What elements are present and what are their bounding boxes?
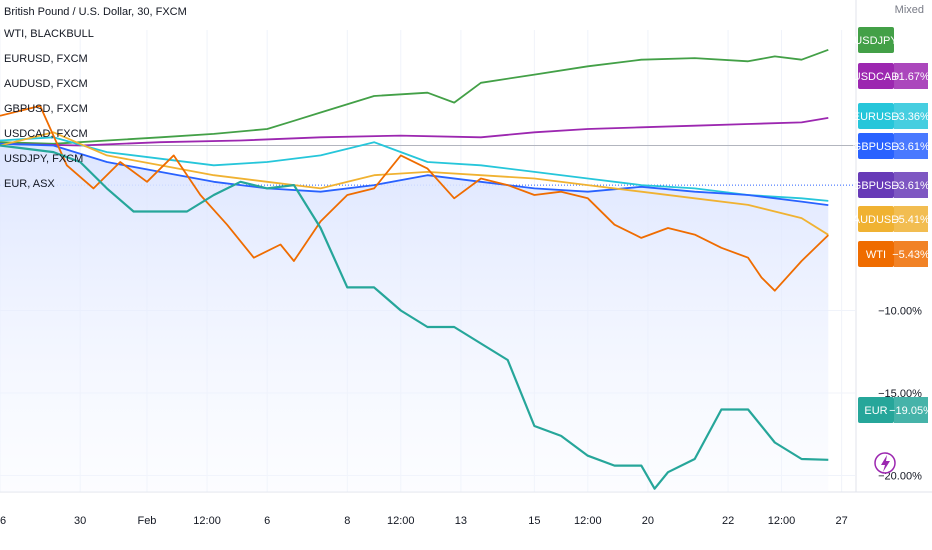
x-tick-label: 15	[528, 515, 540, 527]
x-tick-label: 6	[264, 515, 270, 527]
scale-mode-label[interactable]: Mixed	[894, 4, 924, 16]
svg-text:GBPUSD: GBPUSD	[853, 180, 900, 192]
lightning-icon[interactable]	[874, 452, 896, 474]
series-line-usdjpy	[0, 48, 829, 145]
series-line-eurusd	[0, 136, 829, 202]
badge-wti[interactable]: WTI −5.43%	[858, 241, 930, 267]
legend-item-usdjpy[interactable]: USDJPY, FXCM	[4, 153, 84, 165]
svg-text:EURUSD: EURUSD	[853, 111, 900, 123]
x-tick-label: 13	[455, 515, 467, 527]
legend-item-eur[interactable]: EUR, ASX	[4, 178, 55, 190]
x-tick-label: 12:00	[574, 515, 602, 527]
legend-item-usdcad[interactable]: USDCAD, FXCM	[4, 128, 88, 140]
badge-usdcad[interactable]: USDCAD+1.67%	[853, 63, 930, 89]
svg-text:−19.05%: −19.05%	[889, 405, 932, 417]
svg-text:−5.43%: −5.43%	[892, 249, 930, 261]
legend-item-eurusd[interactable]: EURUSD, FXCM	[4, 53, 88, 65]
series-line-usdcad	[0, 117, 829, 147]
svg-text:USDJPY: USDJPY	[854, 35, 898, 47]
legend-item-gbpusd[interactable]: GBPUSD, FXCM	[4, 103, 88, 115]
badge-gbpusd[interactable]: GBPUSD−3.61%	[853, 172, 930, 198]
x-tick-label: 22	[722, 515, 734, 527]
x-tick-label: 12:00	[387, 515, 415, 527]
svg-text:−3.61%: −3.61%	[892, 141, 930, 153]
series-line-gbpusd	[0, 142, 829, 206]
series-badges: USDJPYUSDCAD+1.67%EURUSD−3.36%GBPUSD−3.6…	[853, 27, 932, 423]
svg-text:EUR: EUR	[864, 405, 887, 417]
svg-text:−3.61%: −3.61%	[892, 180, 930, 192]
x-tick-label: 12:00	[768, 515, 796, 527]
y-tick-label: −10.00%	[878, 306, 922, 318]
chart-title: British Pound / U.S. Dollar, 30, FXCM	[4, 6, 187, 18]
badge-eurusd[interactable]: EURUSD−3.36%	[853, 103, 930, 129]
time-scale[interactable]: 26 30 Feb 12:00 6 8 12:00 13 15 12:00 20 22 12:00 27	[0, 515, 848, 527]
svg-text:−3.36%: −3.36%	[892, 111, 930, 123]
series-legend: WTI, BLACKBULL EURUSD, FXCM AUDUSD, FXCM…	[4, 22, 94, 197]
svg-text:AUDUSD: AUDUSD	[853, 214, 900, 226]
x-tick-label: 30	[74, 515, 86, 527]
svg-text:−5.41%: −5.41%	[892, 214, 930, 226]
badge-eur[interactable]: EUR −19.05%	[858, 397, 932, 423]
x-tick-label: 20	[642, 515, 654, 527]
svg-text:USDCAD: USDCAD	[853, 71, 900, 83]
y-tick-label: −20.00%	[878, 471, 922, 483]
series-line-wti	[0, 105, 829, 292]
x-tick-label: 12:00	[193, 515, 221, 527]
series-line-eur	[0, 144, 829, 490]
legend-item-audusd[interactable]: AUDUSD, FXCM	[4, 78, 88, 90]
svg-text:+1.67%: +1.67%	[892, 71, 930, 83]
series-line-audusd	[0, 131, 829, 236]
badge-gbpusd[interactable]: GBPUSD−3.61%	[853, 133, 930, 159]
series-lines	[0, 48, 829, 490]
x-tick-label: Feb	[137, 515, 156, 527]
svg-text:WTI: WTI	[866, 249, 886, 261]
badge-usdjpy[interactable]: USDJPY	[854, 27, 898, 53]
svg-text:GBPUSD: GBPUSD	[853, 141, 900, 153]
badge-audusd[interactable]: AUDUSD−5.41%	[853, 206, 930, 232]
x-tick-label: 26	[0, 515, 6, 527]
legend-item-wti[interactable]: WTI, BLACKBULL	[4, 28, 94, 40]
x-tick-label: 27	[836, 515, 848, 527]
x-tick-label: 8	[344, 515, 350, 527]
